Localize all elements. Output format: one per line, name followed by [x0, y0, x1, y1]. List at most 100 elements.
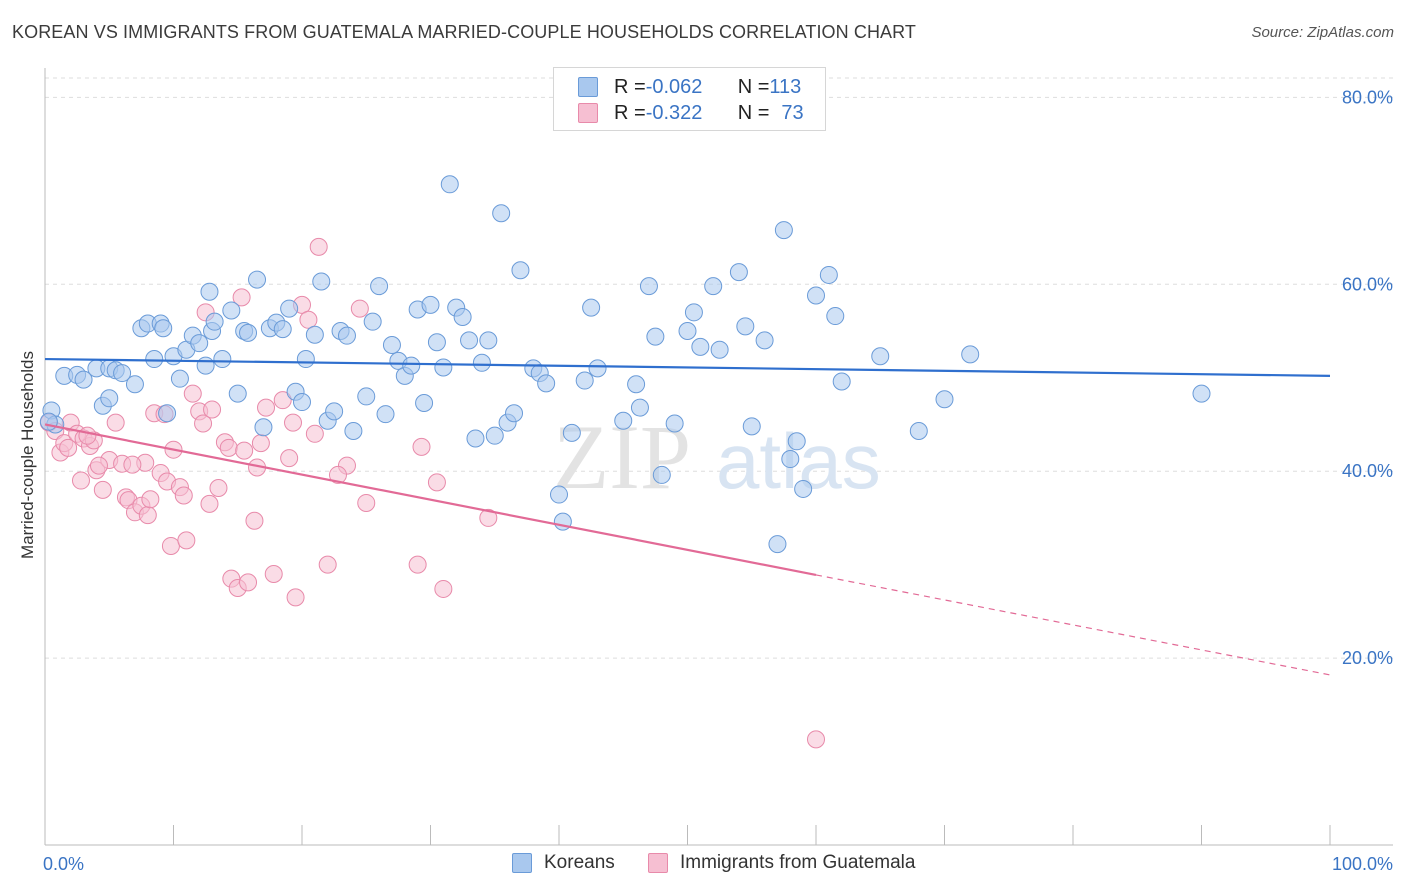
point-korean [537, 374, 556, 393]
point-korean [305, 325, 324, 344]
point-guatemala [412, 437, 431, 456]
y-tick-label: 80.0% [1342, 87, 1393, 107]
point-korean [630, 398, 649, 417]
point-guatemala [161, 536, 180, 555]
point-korean [296, 350, 315, 369]
trendline-koreans [44, 357, 1331, 377]
point-guatemala [232, 288, 251, 307]
r-label: R = [614, 75, 646, 98]
point-korean [794, 479, 813, 498]
point-guatemala [203, 400, 222, 419]
legend-label-koreans: Koreans [544, 852, 615, 873]
point-korean [807, 286, 825, 305]
point-guatemala [257, 398, 276, 417]
point-guatemala [251, 434, 270, 453]
stats-legend-row-koreans: R = -0.062 N = 113 [578, 75, 801, 99]
point-korean [832, 372, 851, 391]
point-korean [871, 347, 890, 366]
point-guatemala [273, 391, 292, 410]
axes [44, 68, 1393, 846]
trendline-guatemala-extrapolated [815, 574, 1331, 676]
point-korean [935, 390, 954, 409]
point-korean [575, 371, 594, 390]
x-tick-label-max: 100.0% [1332, 854, 1393, 874]
point-korean [582, 298, 601, 317]
point-guatemala [78, 426, 97, 445]
y-tick-label: 60.0% [1342, 274, 1393, 294]
n-label: N = [737, 101, 770, 124]
stats-legend: R = -0.062 N = 113 R = -0.322 N = 73 [553, 67, 826, 131]
point-korean [652, 465, 671, 484]
r-value: -0.322 [645, 101, 703, 124]
point-korean [196, 356, 215, 375]
point-guatemala [174, 486, 193, 505]
point-korean [781, 450, 800, 469]
point-korean [485, 426, 504, 445]
legend-item-guatemala[interactable]: Immigrants from Guatemala [648, 852, 915, 874]
point-korean [472, 353, 491, 372]
point-korean [639, 277, 658, 296]
point-korean [125, 375, 144, 394]
point-guatemala [328, 465, 347, 484]
point-guatemala [318, 555, 337, 574]
point-korean [684, 303, 703, 322]
point-korean [819, 265, 838, 284]
point-korean [154, 319, 173, 338]
point-korean [736, 317, 755, 336]
point-guatemala [479, 508, 498, 527]
point-korean [466, 429, 485, 448]
point-korean [704, 277, 723, 296]
n-value: 113 [769, 75, 802, 98]
point-korean [273, 320, 292, 339]
trendlines [44, 357, 1331, 676]
point-guatemala [408, 555, 427, 574]
point-korean [588, 359, 607, 378]
point-guatemala [106, 413, 125, 432]
point-korean [200, 282, 219, 301]
point-korean [402, 356, 421, 375]
point-guatemala [434, 579, 453, 598]
guatemala-swatch [578, 103, 598, 123]
point-korean [909, 422, 928, 441]
point-korean [312, 272, 331, 291]
point-korean [145, 350, 164, 369]
point-korean [505, 404, 524, 423]
point-korean [370, 277, 389, 296]
point-korean [691, 337, 710, 356]
point-guatemala [309, 237, 328, 256]
point-guatemala [209, 479, 228, 498]
point-guatemala [239, 573, 258, 592]
point-guatemala [59, 438, 78, 457]
point-korean [248, 270, 267, 289]
point-korean [511, 261, 530, 280]
y-axis-label: Married-couple Households [18, 351, 37, 559]
point-guatemala [89, 456, 108, 475]
stats-legend-row-guatemala: R = -0.322 N = 73 [578, 101, 804, 125]
point-korean [39, 412, 58, 431]
point-korean [427, 333, 446, 352]
point-korean [646, 327, 665, 346]
koreans-legend-swatch [512, 853, 532, 873]
point-korean [826, 307, 845, 326]
point-korean [665, 414, 684, 433]
point-korean [382, 336, 401, 355]
point-korean [562, 423, 581, 442]
point-guatemala [280, 449, 299, 468]
series-koreans-points [39, 175, 1211, 554]
point-korean [158, 404, 177, 423]
point-korean [325, 402, 344, 421]
point-korean [755, 331, 774, 350]
point-korean [787, 432, 806, 451]
point-korean [100, 389, 119, 408]
point-korean [190, 334, 209, 353]
point-guatemala [194, 414, 213, 433]
point-korean [222, 301, 241, 320]
point-guatemala [357, 493, 376, 512]
point-guatemala [200, 494, 219, 513]
point-korean [479, 331, 498, 350]
point-korean [768, 535, 787, 554]
point-korean [170, 369, 189, 388]
legend-item-koreans[interactable]: Koreans [512, 852, 615, 874]
point-korean [614, 411, 633, 430]
